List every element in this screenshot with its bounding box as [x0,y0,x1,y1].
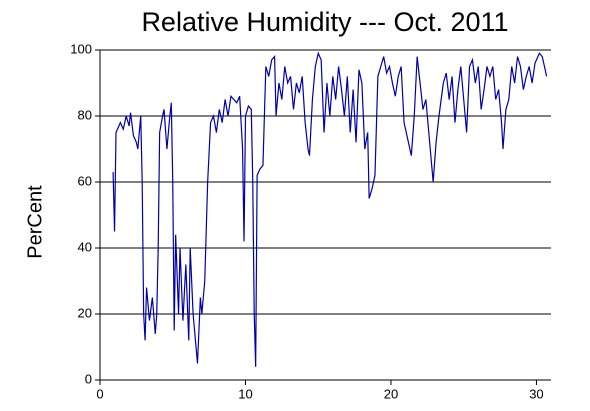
y-tick-label: 80 [78,107,92,122]
y-tick-label: 40 [78,239,92,254]
data-line [112,51,548,367]
x-tick-label: 30 [529,386,543,401]
chart-title: Relative Humidity --- Oct. 2011 [141,7,508,37]
x-tick-label: 10 [238,386,252,401]
y-tick-label: 100 [70,41,92,56]
x-tick-label: 20 [384,386,398,401]
y-tick-label: 20 [78,305,92,320]
y-tick-label: 0 [85,371,92,386]
y-axis-label: PerCent [24,185,46,259]
x-tick-label: 0 [96,386,103,401]
y-tick-label: 60 [78,173,92,188]
